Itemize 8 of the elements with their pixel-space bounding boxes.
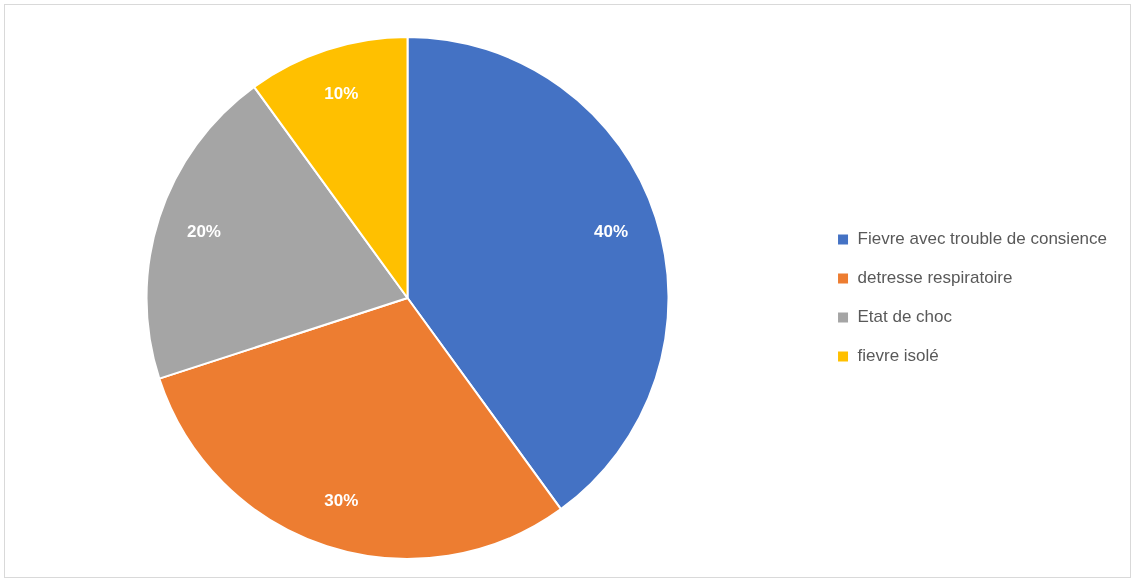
data-label: 30% [324,491,359,511]
data-label: 10% [324,84,359,104]
legend-label: Etat de choc [857,307,953,327]
legend-label: Fievre avec trouble de consience [857,229,1108,249]
legend-label: detresse respiratoire [857,268,1013,288]
legend-label: fievre isolé [857,346,939,366]
data-label: 20% [186,221,221,241]
data-label: 40% [594,221,629,241]
